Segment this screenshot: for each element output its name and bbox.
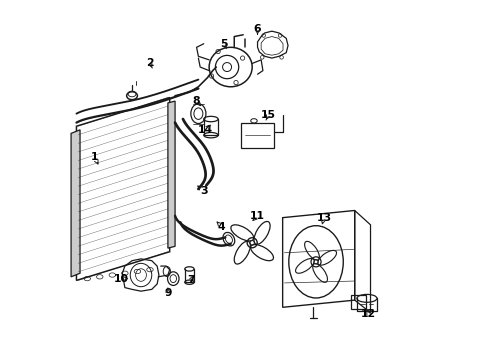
- Text: 5: 5: [220, 39, 227, 49]
- Bar: [242, 123, 274, 148]
- Text: 15: 15: [261, 111, 276, 121]
- Text: 12: 12: [361, 310, 376, 319]
- Polygon shape: [168, 101, 175, 248]
- Text: 14: 14: [198, 125, 213, 135]
- Text: 13: 13: [317, 213, 331, 222]
- Text: 9: 9: [164, 288, 171, 298]
- Text: 6: 6: [254, 24, 261, 35]
- Polygon shape: [71, 130, 80, 277]
- Text: 8: 8: [193, 96, 200, 106]
- Text: 11: 11: [250, 211, 265, 221]
- Text: 10: 10: [114, 274, 129, 284]
- Text: 1: 1: [91, 152, 98, 162]
- Text: 3: 3: [200, 186, 208, 196]
- Text: 2: 2: [146, 58, 154, 68]
- Text: 7: 7: [187, 275, 195, 285]
- Text: 4: 4: [218, 222, 225, 231]
- Bar: [351, 295, 366, 309]
